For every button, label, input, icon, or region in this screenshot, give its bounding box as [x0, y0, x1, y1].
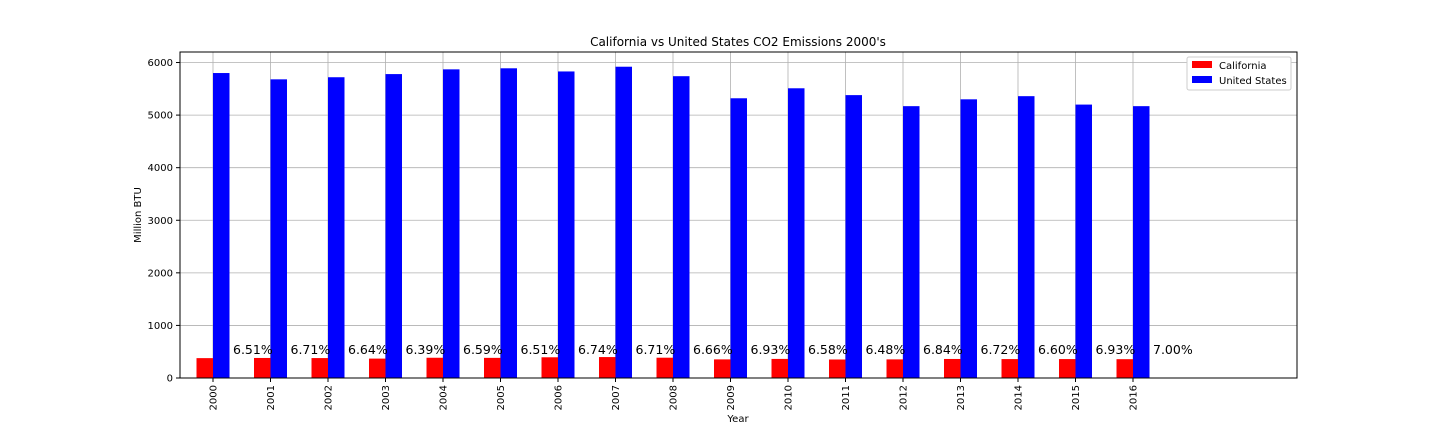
bar-california	[254, 357, 271, 378]
y-tick-label: 5000	[148, 111, 173, 122]
bar-california	[484, 357, 501, 378]
bar-california	[1001, 359, 1018, 378]
x-tick-label: 2012	[899, 385, 910, 410]
y-axis-label: Million BTU	[133, 187, 144, 243]
bar-united-states	[500, 68, 517, 379]
y-tick-label: 6000	[148, 58, 173, 69]
bar-california	[771, 358, 788, 378]
legend: California United States	[1186, 56, 1292, 91]
y-tick-label: 4000	[148, 163, 173, 174]
percent-label: 6.60%	[1038, 342, 1078, 357]
axes: 0 1000 2000 3000 4000 5000 6000 2000 2001 2002 200…	[148, 58, 1140, 410]
percent-label: 6.58%	[808, 342, 848, 357]
bar-united-states	[385, 74, 402, 379]
x-tick-label: 2013	[956, 385, 967, 410]
bar-united-states	[213, 73, 230, 378]
bar-united-states	[1133, 106, 1150, 378]
x-tick-label: 2015	[1071, 385, 1082, 410]
percent-label: 6.84%	[923, 342, 963, 357]
bar-united-states	[903, 106, 920, 378]
chart-title: California vs United States CO2 Emission…	[590, 35, 886, 49]
percent-label: 7.00%	[1153, 342, 1193, 357]
percent-label: 6.51%	[521, 342, 561, 357]
percent-label: 6.66%	[693, 342, 733, 357]
x-tick-label: 2009	[726, 385, 737, 410]
legend-swatch-california	[1192, 61, 1212, 68]
legend-swatch-united-states	[1192, 76, 1212, 83]
percent-label: 6.48%	[866, 342, 906, 357]
percent-label: 6.51%	[233, 342, 273, 357]
bar-united-states	[443, 69, 460, 378]
y-tick-label: 3000	[148, 216, 173, 227]
y-tick-label: 1000	[148, 321, 173, 332]
x-tick-label: 2007	[611, 385, 622, 410]
percent-label: 6.71%	[636, 342, 676, 357]
bar-california	[886, 359, 903, 378]
x-tick-label: 2003	[381, 385, 392, 410]
bar-california	[656, 357, 673, 378]
bar-california	[829, 359, 846, 378]
bar-united-states	[730, 98, 747, 378]
x-tick-label: 2006	[554, 385, 565, 410]
percent-label: 6.59%	[463, 342, 503, 357]
bar-california	[426, 357, 443, 378]
bar-united-states	[558, 71, 575, 379]
percent-label: 6.74%	[578, 342, 618, 357]
bar-california	[196, 358, 213, 378]
x-tick-label: 2002	[324, 385, 335, 410]
bar-california	[944, 358, 961, 378]
legend-label-california: California	[1219, 61, 1267, 72]
percent-label: 6.71%	[291, 342, 331, 357]
percent-label: 6.93%	[1096, 342, 1136, 357]
bar-california	[1059, 359, 1076, 378]
percent-label: 6.39%	[406, 342, 446, 357]
legend-frame	[1186, 56, 1292, 91]
bar-california	[1116, 359, 1133, 378]
x-tick-label: 2008	[669, 385, 680, 410]
x-axis-label: Year	[726, 414, 749, 425]
bar-united-states	[673, 76, 690, 378]
bar-california	[311, 358, 328, 378]
bar-united-states	[615, 66, 632, 378]
y-tick-label: 2000	[148, 268, 173, 279]
y-tick-label: 0	[167, 374, 173, 385]
x-tick-label: 2001	[266, 385, 277, 410]
bar-united-states	[270, 79, 287, 379]
x-tick-label: 2004	[439, 385, 450, 410]
percent-label: 6.93%	[751, 342, 791, 357]
bar-united-states	[328, 77, 345, 378]
bar-united-states	[960, 99, 977, 379]
bar-california	[369, 358, 386, 378]
x-tick-label: 2010	[784, 385, 795, 410]
bar-california	[714, 359, 731, 378]
percent-label: 6.64%	[348, 342, 388, 357]
bar-united-states	[845, 95, 862, 379]
bars	[196, 66, 1150, 379]
x-tick-label: 2000	[209, 385, 220, 410]
bar-united-states	[788, 88, 805, 379]
bar-california	[541, 357, 558, 378]
bar-united-states	[1075, 104, 1092, 379]
percent-label: 6.72%	[981, 342, 1021, 357]
x-tick-label: 2005	[496, 385, 507, 410]
bar-california	[599, 357, 616, 378]
x-tick-label: 2014	[1014, 385, 1025, 410]
plot-frame	[179, 51, 1298, 379]
legend-label-united-states: United States	[1219, 76, 1287, 87]
bar-united-states	[1018, 96, 1035, 379]
percent-annotations: 6.51% 6.71% 6.64% 6.39% 6.59% 6.51% 6.74% 6.71%…	[233, 342, 1193, 357]
x-tick-label: 2016	[1129, 385, 1140, 410]
x-tick-label: 2011	[841, 385, 852, 410]
